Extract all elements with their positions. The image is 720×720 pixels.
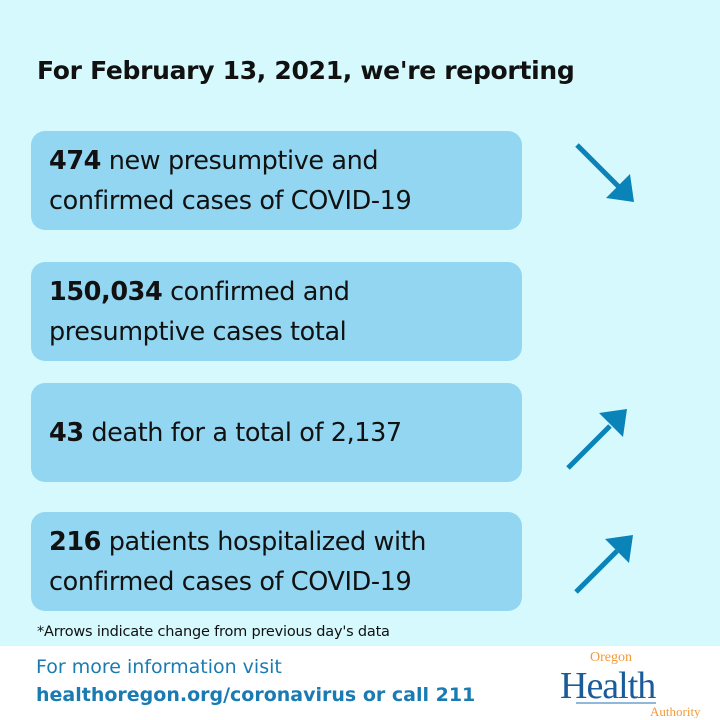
stat-number: 474 — [49, 145, 102, 176]
stat-text: death for a total of 2,137 — [83, 417, 402, 448]
footer-link[interactable]: healthoregon.org/coronavirus or call 211 — [36, 684, 476, 706]
arrow-up-icon — [574, 535, 633, 594]
stat-new-cases: 474 new presumptive and confirmed cases … — [31, 131, 522, 230]
stat-number: 150,034 — [49, 276, 163, 307]
stat-text: confirmed cases of COVID-19 — [49, 566, 412, 597]
footer: For more information visit healthoregon.… — [0, 646, 720, 720]
stat-text: patients hospitalized with — [101, 526, 427, 557]
page-title: For February 13, 2021, we're reporting — [37, 56, 575, 85]
arrow-up-icon — [566, 409, 627, 470]
arrow-down-icon — [575, 143, 634, 202]
oregon-health-authority-logo: Oregon Health Authority — [560, 650, 701, 718]
stat-text: presumptive cases total — [49, 316, 347, 347]
logo-health: Health — [560, 665, 656, 707]
stat-total-cases: 150,034 confirmed and presumptive cases … — [31, 262, 522, 361]
stat-text: confirmed and — [162, 276, 350, 307]
stat-number: 216 — [49, 526, 102, 557]
stat-hospitalized: 216 patients hospitalized with confirmed… — [31, 512, 522, 611]
stat-text: confirmed cases of COVID-19 — [49, 185, 412, 216]
stat-deaths: 43 death for a total of 2,137 — [31, 383, 522, 482]
logo-oregon: Oregon — [590, 650, 632, 665]
stat-text: new presumptive and — [101, 145, 379, 176]
stat-number: 43 — [49, 417, 84, 448]
logo-authority: Authority — [650, 704, 701, 718]
arrows-note: *Arrows indicate change from previous da… — [37, 624, 390, 640]
footer-info: For more information visit — [36, 656, 282, 678]
